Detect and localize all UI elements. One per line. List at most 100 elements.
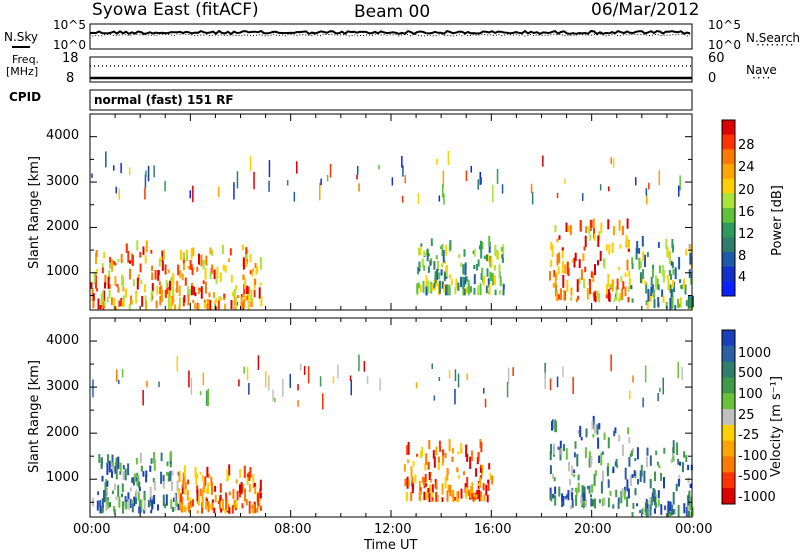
- data-cell: [550, 241, 553, 251]
- data-cell: [669, 511, 672, 516]
- data-cell: [176, 280, 179, 293]
- data-cell: [211, 502, 214, 511]
- station-title: Syowa East (fitACF): [92, 0, 259, 20]
- data-cell: [654, 508, 656, 514]
- data-cell: [120, 297, 123, 307]
- data-cell: [649, 455, 652, 466]
- data-cell: [561, 260, 564, 274]
- data-cell: [164, 289, 167, 299]
- data-cell: [424, 474, 427, 483]
- data-cell: [250, 298, 253, 308]
- data-cell: [556, 253, 559, 266]
- data-cell: [444, 452, 447, 458]
- velocity-panel: [89, 317, 694, 518]
- data-cell: [631, 263, 634, 269]
- data-cell: [596, 424, 599, 435]
- data-cell: [664, 505, 667, 511]
- data-cell: [591, 420, 594, 429]
- data-cell: [627, 488, 630, 499]
- data-cell: [684, 284, 687, 295]
- data-streak: [118, 379, 120, 385]
- data-streak: [192, 185, 194, 203]
- data-cell: [479, 240, 482, 251]
- data-cell: [202, 259, 205, 270]
- data-cell: [101, 291, 104, 302]
- data-cell: [674, 267, 677, 280]
- velocity-cbar-label: Velocity [m s⁻¹]: [768, 376, 784, 477]
- nave-tick-bottom: 0: [708, 71, 717, 86]
- data-cell: [252, 474, 255, 483]
- data-cell: [588, 451, 591, 458]
- data-cell: [113, 297, 116, 310]
- data-streak: [442, 184, 444, 198]
- data-streak: [176, 356, 178, 372]
- data-cell: [209, 299, 212, 310]
- data-cell: [590, 271, 593, 278]
- data-cell: [140, 499, 143, 513]
- data-cell: [198, 290, 200, 294]
- data-cell: [618, 267, 621, 271]
- data-cell: [566, 279, 569, 292]
- data-cell: [564, 496, 567, 500]
- data-cell: [204, 476, 207, 486]
- data-cell: [101, 498, 104, 509]
- data-cell: [419, 284, 422, 293]
- data-cell: [230, 275, 233, 283]
- data-cell: [577, 474, 580, 481]
- data-streak: [322, 393, 324, 410]
- freq-unit: [MHz]: [6, 65, 39, 78]
- data-cell: [131, 503, 134, 513]
- data-cell: [432, 450, 435, 459]
- data-cell: [439, 446, 442, 452]
- data-cell: [162, 480, 165, 489]
- data-cell: [502, 284, 505, 290]
- data-cell: [425, 453, 428, 465]
- velocity-ytick-2000: 2000: [46, 425, 80, 440]
- data-cell: [489, 271, 492, 281]
- data-cell: [594, 470, 597, 476]
- vel-cbar-tick-m100: -100: [738, 449, 768, 464]
- data-cell: [498, 264, 501, 277]
- data-cell: [106, 462, 109, 475]
- data-cell: [242, 258, 245, 270]
- data-cell: [160, 256, 163, 261]
- data-cell: [469, 286, 472, 293]
- data-cell: [228, 491, 231, 496]
- data-cell: [470, 486, 473, 498]
- vel-cbar-tick-m1000: -1000: [738, 490, 776, 505]
- nsearch-trace: [89, 33, 691, 37]
- data-cell: [219, 483, 222, 493]
- data-streak: [658, 170, 660, 186]
- data-cell: [423, 477, 425, 485]
- data-cell: [582, 253, 585, 262]
- data-cell: [441, 281, 444, 289]
- data-cell: [151, 497, 154, 510]
- data-cell: [159, 295, 162, 306]
- data-cell: [691, 506, 694, 517]
- data-cell: [599, 250, 602, 261]
- data-cell: [136, 472, 139, 477]
- data-cell: [564, 264, 567, 274]
- data-cell: [689, 253, 692, 265]
- data-cell: [501, 254, 504, 259]
- velocity-cells: [92, 354, 694, 517]
- data-cell: [186, 489, 189, 501]
- data-streak: [496, 169, 499, 184]
- data-cell: [237, 295, 240, 298]
- data-cell: [420, 243, 423, 247]
- data-cell: [436, 268, 439, 280]
- data-cell: [111, 454, 114, 468]
- data-cell: [170, 276, 173, 281]
- data-cell: [206, 488, 208, 494]
- data-cell: [653, 289, 656, 299]
- colorbar-swatch: [722, 134, 735, 150]
- data-cell: [672, 279, 675, 288]
- data-cell: [681, 462, 684, 473]
- data-cell: [425, 492, 428, 500]
- data-cell: [407, 479, 410, 487]
- data-cell: [670, 289, 673, 298]
- data-cell: [573, 452, 576, 458]
- noise-right-tick-top: 10^5: [708, 18, 741, 32]
- data-streak: [417, 193, 420, 204]
- vel-cbar-tick-m25: -25: [738, 428, 760, 443]
